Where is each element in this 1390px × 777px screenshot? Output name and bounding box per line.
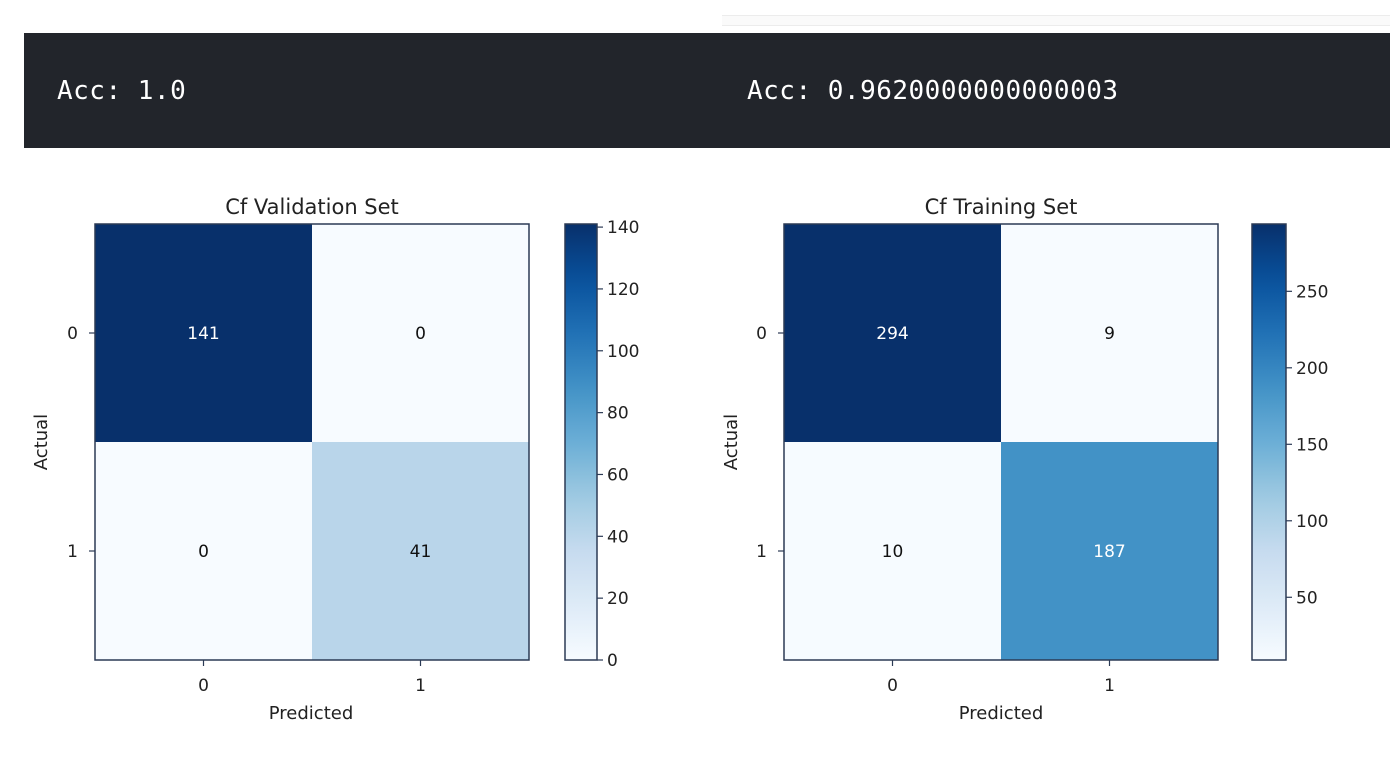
heatmap-cell <box>1001 442 1218 660</box>
y-tick-label: 0 <box>756 324 767 344</box>
colorbar <box>1251 223 1287 661</box>
colorbar-tick-label: 100 <box>607 342 639 362</box>
x-tick-label: 1 <box>1104 676 1115 696</box>
chart-title: Cf Training Set <box>925 195 1078 219</box>
heatmap-cell <box>1001 224 1218 442</box>
colorbar-tick-label: 250 <box>1296 282 1328 302</box>
cell-value-label: 0 <box>415 324 426 344</box>
y-axis-label: Actual <box>31 414 52 470</box>
colorbar-tick-label: 0 <box>607 651 618 671</box>
colorbar <box>564 223 598 661</box>
y-tick-label: 1 <box>67 542 78 562</box>
heatmap-cell <box>312 224 529 442</box>
colorbar-tick-label: 120 <box>607 280 639 300</box>
x-tick-label: 1 <box>415 676 426 696</box>
y-tick-label: 1 <box>756 542 767 562</box>
x-tick-label: 0 <box>198 676 209 696</box>
colorbar-tick-label: 100 <box>1296 512 1328 532</box>
cell-value-label: 0 <box>198 542 209 562</box>
cell-divider <box>722 15 1390 26</box>
y-axis-label: Actual <box>721 414 742 470</box>
colorbar-tick-label: 40 <box>607 527 629 547</box>
cell-value-label: 10 <box>882 542 904 562</box>
heatmap-cell <box>784 442 1001 660</box>
axes-frame <box>94 223 530 661</box>
cell-value-label: 294 <box>876 324 908 344</box>
heatmap-cell <box>95 224 312 442</box>
heatmap-cell <box>312 442 529 660</box>
axes-frame <box>783 223 1219 661</box>
cell-value-label: 9 <box>1104 324 1115 344</box>
chart-title: Cf Validation Set <box>225 195 399 219</box>
heatmap-cell <box>95 442 312 660</box>
output-area <box>24 33 1390 148</box>
accuracy-validation-text: Acc: 1.0 <box>57 76 187 106</box>
colorbar-tick-label: 50 <box>1296 588 1318 608</box>
x-tick-label: 0 <box>887 676 898 696</box>
cell-value-label: 41 <box>410 542 432 562</box>
heatmap-cell <box>784 224 1001 442</box>
accuracy-training-text: Acc: 0.9620000000000003 <box>747 76 1119 106</box>
x-axis-label: Predicted <box>959 703 1044 724</box>
colorbar-tick-label: 60 <box>607 465 629 485</box>
colorbar-tick-label: 200 <box>1296 359 1328 379</box>
colorbar-tick-label: 150 <box>1296 435 1328 455</box>
x-axis-label: Predicted <box>269 703 354 724</box>
colorbar-tick-label: 80 <box>607 404 629 424</box>
y-tick-label: 0 <box>67 324 78 344</box>
cell-value-label: 187 <box>1093 542 1125 562</box>
colorbar-tick-label: 20 <box>607 589 629 609</box>
colorbar-tick-label: 140 <box>607 218 639 238</box>
cell-value-label: 141 <box>187 324 219 344</box>
